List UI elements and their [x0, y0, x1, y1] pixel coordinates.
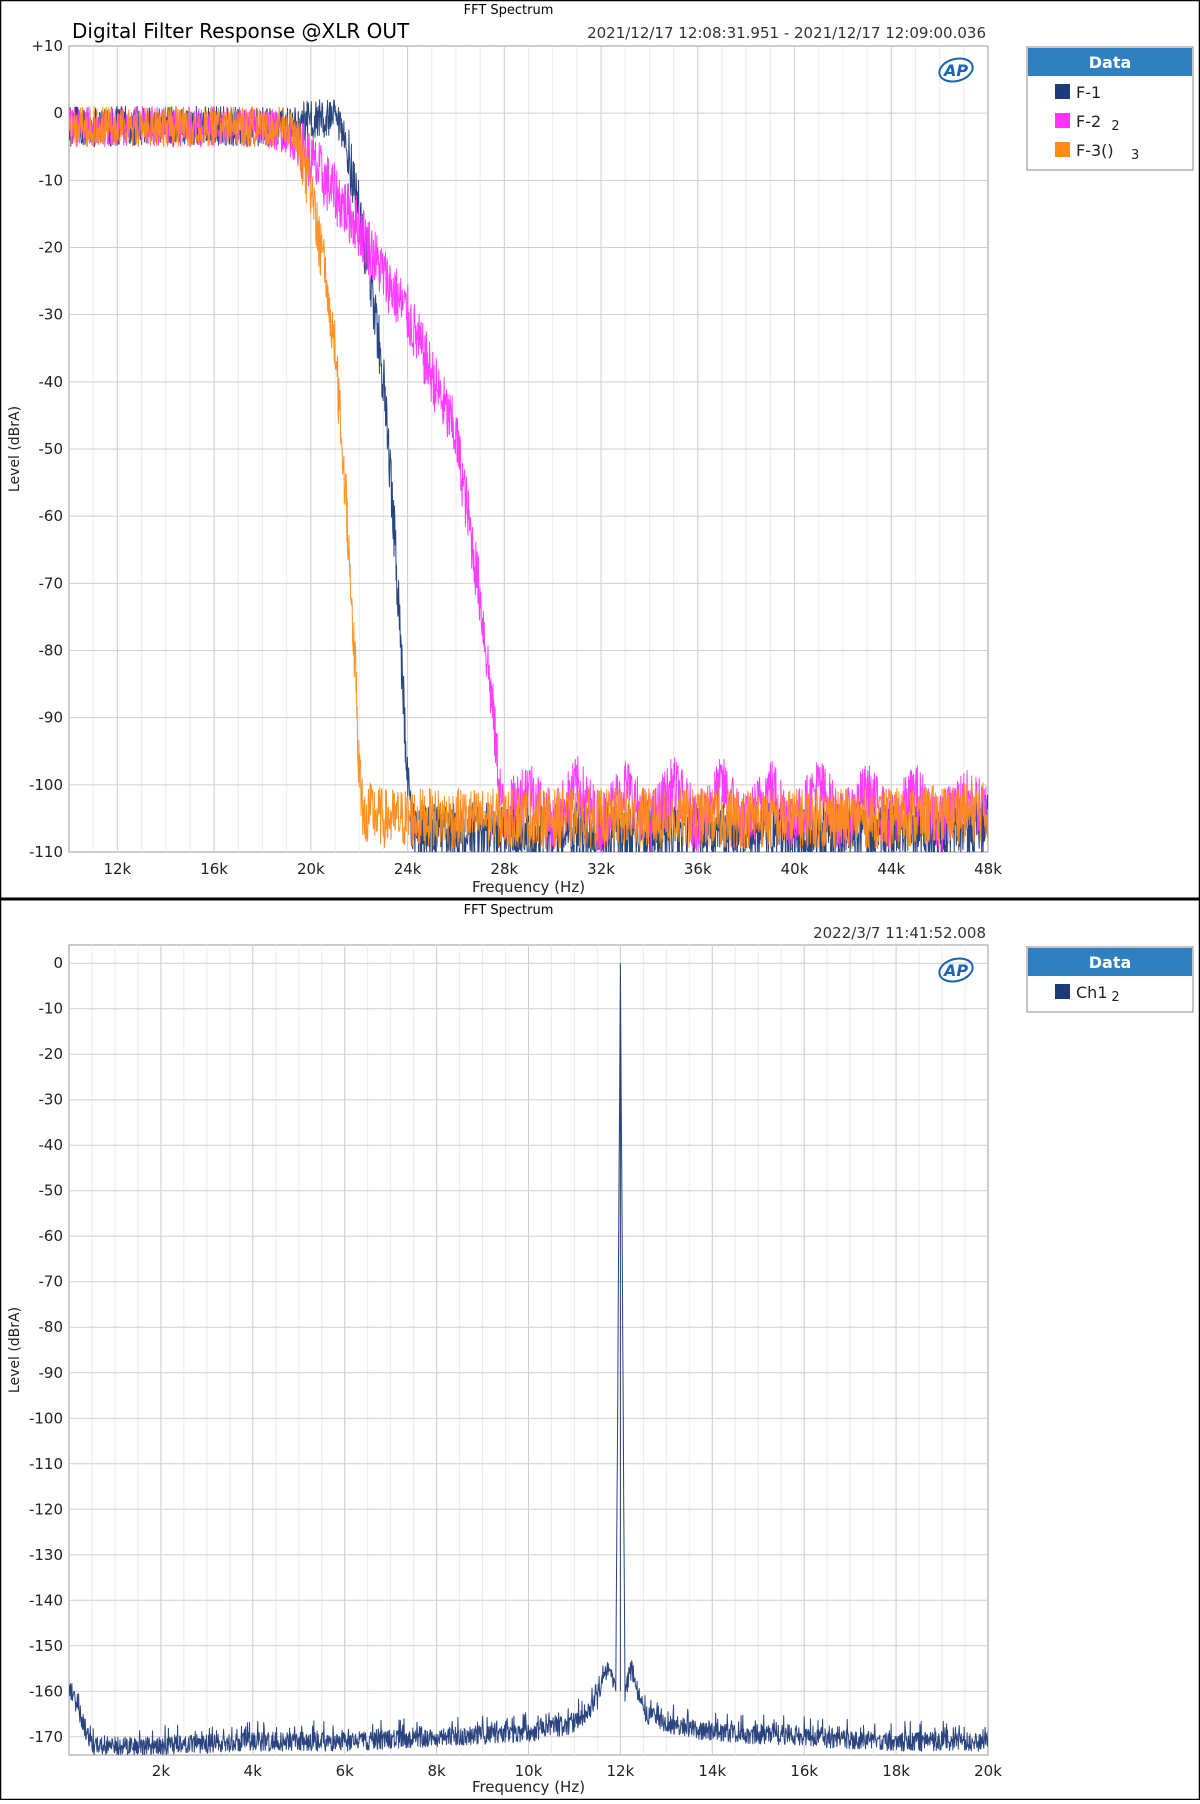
- y-tick-label: -70: [39, 1273, 64, 1291]
- x-tick-label: 32k: [587, 860, 615, 878]
- ap-logo-ring: [938, 57, 974, 83]
- y-tick-label: -30: [39, 1091, 64, 1109]
- y-tick-label: -140: [29, 1591, 63, 1609]
- x-tick-label: 4k: [244, 1762, 263, 1780]
- x-tick-label: 24k: [394, 860, 422, 878]
- y-tick-label: -50: [39, 440, 64, 458]
- legend-title: Data: [1089, 953, 1132, 972]
- x-tick-label: 28k: [490, 860, 518, 878]
- y-tick-label: -130: [29, 1546, 63, 1564]
- legend-swatch: [1055, 142, 1070, 157]
- y-axis-label: Level (dBrA): [7, 406, 23, 492]
- legend-swatch: [1055, 984, 1070, 999]
- legend-entry-label: Ch1: [1076, 983, 1108, 1002]
- y-tick-label: -10: [39, 171, 64, 189]
- y-tick-label: 0: [53, 954, 63, 972]
- x-tick-label: 44k: [877, 860, 905, 878]
- legend-header: [1028, 948, 1192, 976]
- ap-logo-text: AP: [942, 961, 968, 980]
- series-line-1: [69, 963, 988, 1755]
- x-tick-label: 6k: [336, 1762, 355, 1780]
- x-tick-label: 12k: [607, 1762, 635, 1780]
- y-tick-label: -50: [39, 1182, 64, 1200]
- y-axis-label: Level (dBrA): [7, 1307, 23, 1393]
- legend-title: Data: [1089, 53, 1132, 72]
- legend-entry-label: F-3(): [1076, 141, 1114, 160]
- legend-swatch: [1055, 113, 1070, 128]
- series-line-3: [69, 106, 988, 850]
- timestamp-label: 2022/3/7 11:41:52.008: [813, 924, 986, 942]
- y-tick-label: -160: [29, 1682, 63, 1700]
- y-tick-label: -150: [29, 1637, 63, 1655]
- y-tick-label: -100: [29, 776, 63, 794]
- ap-logo: AP: [938, 957, 974, 983]
- ap-logo: AP: [938, 57, 974, 83]
- y-tick-label: -40: [39, 1136, 64, 1154]
- y-tick-label: -100: [29, 1409, 63, 1427]
- legend: Data Ch1 2: [1026, 946, 1194, 1013]
- x-axis-label: Frequency (Hz): [472, 1778, 585, 1796]
- y-tick-label: -110: [29, 843, 63, 861]
- y-tick-label: -110: [29, 1455, 63, 1473]
- ap-logo-text: AP: [942, 61, 968, 80]
- chart-panel-1: FFT Spectrum Digital Filter Response @XLR…: [7, 3, 1194, 896]
- legend-entry-suffix: 2: [1111, 990, 1119, 1005]
- legend-entry-label: F-1: [1076, 83, 1101, 102]
- x-tick-label: 20k: [974, 1762, 1002, 1780]
- timestamp-label: 2021/12/17 12:08:31.951 - 2021/12/17 12:…: [587, 24, 986, 42]
- y-tick-label: -70: [39, 574, 64, 592]
- gridlines: [69, 945, 988, 1755]
- legend-entry-suffix: 2: [1111, 119, 1119, 134]
- y-tick-label: -60: [39, 1227, 64, 1245]
- y-tick-label: -120: [29, 1500, 63, 1518]
- x-tick-label: 40k: [781, 860, 809, 878]
- legend-swatch: [1055, 84, 1070, 99]
- x-tick-label: 36k: [684, 860, 712, 878]
- x-axis-label: Frequency (Hz): [472, 878, 585, 896]
- legend-header: [1028, 48, 1192, 76]
- chart-title: Digital Filter Response @XLR OUT: [72, 19, 410, 43]
- legend-entry-suffix: 3: [1131, 148, 1139, 163]
- y-tick-label: 0: [53, 104, 63, 122]
- x-tick-label: 18k: [882, 1762, 910, 1780]
- x-tick-label: 16k: [790, 1762, 818, 1780]
- x-tick-label: 14k: [698, 1762, 726, 1780]
- series-group: [69, 963, 988, 1755]
- y-tick-label: -90: [39, 1364, 64, 1382]
- y-tick-label: -20: [39, 1045, 64, 1063]
- y-tick-label: -40: [39, 373, 64, 391]
- y-tick-label: -10: [39, 1000, 64, 1018]
- legend-entry-label: F-2: [1076, 112, 1101, 131]
- y-tick-label: -60: [39, 507, 64, 525]
- x-tick-label: 10k: [515, 1762, 543, 1780]
- series-group: [69, 99, 988, 852]
- y-tick-label: -80: [39, 642, 64, 660]
- y-tick-label: -170: [29, 1728, 63, 1746]
- x-tick-label: 2k: [152, 1762, 171, 1780]
- window-title: FFT Spectrum: [464, 903, 554, 918]
- x-tick-label: 16k: [200, 860, 228, 878]
- y-tick-label: -80: [39, 1318, 64, 1336]
- window-title: FFT Spectrum: [464, 3, 554, 18]
- y-tick-label: +10: [31, 37, 63, 55]
- gridlines: [69, 46, 988, 852]
- x-tick-label: 8k: [427, 1762, 446, 1780]
- chart-panel-2: FFT Spectrum 2022/3/7 11:41:52.008 0 -10 -20…: [7, 903, 1194, 1796]
- x-tick-label: 12k: [103, 860, 131, 878]
- y-tick-label: -90: [39, 709, 64, 727]
- x-tick-label: 20k: [297, 860, 325, 878]
- ap-logo-ring: [938, 957, 974, 983]
- y-tick-label: -30: [39, 306, 64, 324]
- y-tick-label: -20: [39, 239, 64, 257]
- legend: Data F-1 F-2 2 F-3() 3: [1026, 46, 1194, 171]
- x-tick-label: 48k: [974, 860, 1002, 878]
